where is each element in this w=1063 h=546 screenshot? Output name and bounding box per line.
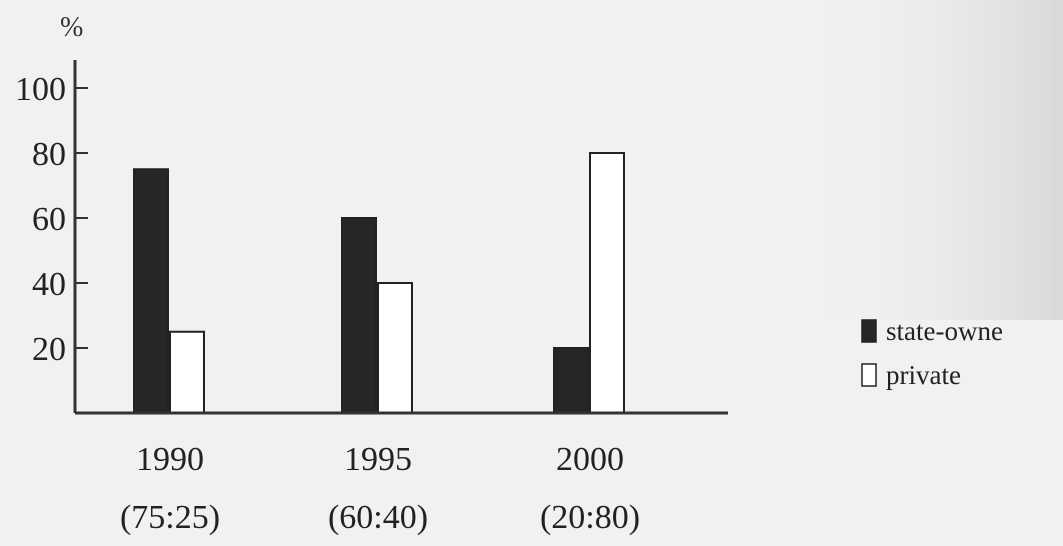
x-category-label: 1995: [344, 441, 412, 478]
y-tick-label: 100: [15, 71, 66, 108]
x-category-label: 1990: [136, 441, 204, 478]
legend-swatch-private: [861, 363, 877, 387]
x-category-ratio: (20:80): [540, 499, 640, 536]
x-category-ratio: (60:40): [328, 499, 428, 536]
y-axis-ticks: 20 40 60 80 100: [15, 71, 88, 368]
bars: [133, 152, 625, 414]
x-axis-labels: 1990 (75:25) 1995 (60:40) 2000 (20:80): [120, 441, 640, 536]
y-tick-label: 40: [32, 266, 66, 303]
y-tick-label: 60: [32, 201, 66, 238]
y-axis-unit: %: [60, 12, 83, 43]
legend-label-private: private: [886, 360, 961, 390]
paper-shading: [800, 0, 1063, 320]
bar-private-1990: [169, 330, 205, 414]
y-tick-label: 20: [32, 331, 66, 368]
legend: state-owne private: [861, 316, 1003, 390]
bar-state-owned-1995: [341, 217, 377, 414]
legend-label-state-owned: state-owne: [886, 316, 1003, 346]
bar-private-2000: [589, 152, 625, 414]
legend-swatch-state-owned: [861, 319, 877, 343]
x-category-ratio: (75:25): [120, 499, 220, 536]
bar-private-1995: [377, 282, 413, 414]
x-category-label: 2000: [556, 441, 624, 478]
y-tick-label: 80: [32, 136, 66, 173]
bar-state-owned-2000: [553, 347, 589, 414]
bar-state-owned-1990: [133, 168, 169, 414]
